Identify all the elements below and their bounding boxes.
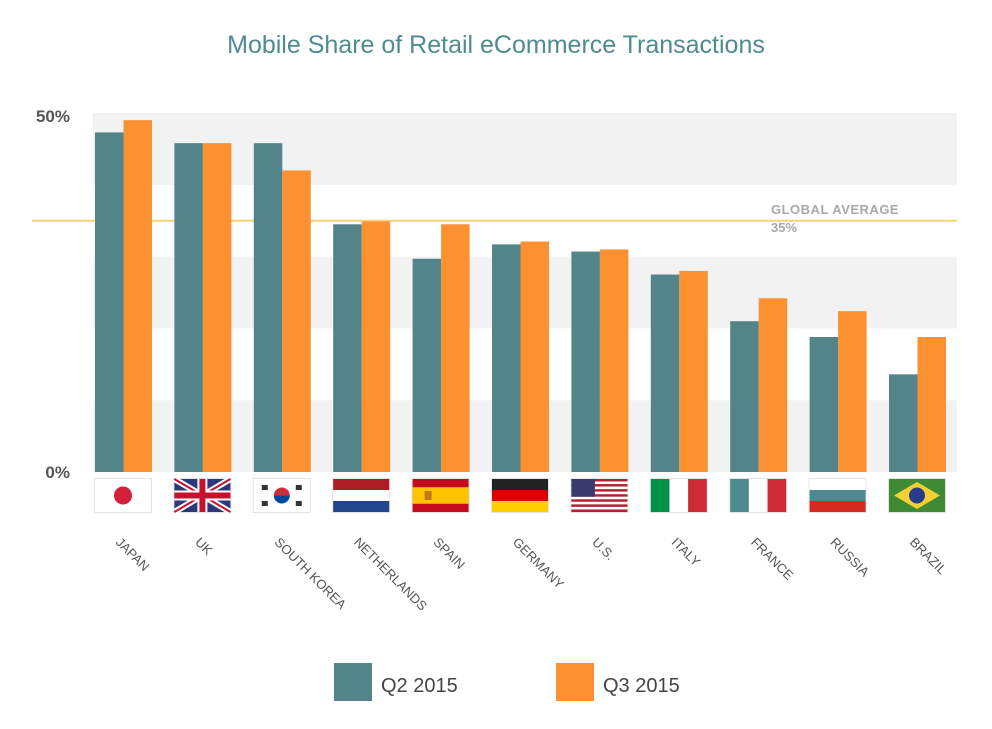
bar-q2-spain: [412, 258, 442, 472]
france-flag-icon: [729, 478, 788, 513]
brazil-flag-icon: [888, 478, 946, 513]
category-label-russia: RUSSIA: [827, 535, 872, 580]
legend-label-q2: Q2 2015: [381, 675, 458, 697]
bar-q2-netherlands: [333, 224, 362, 472]
bar-q2-brazil: [889, 374, 918, 472]
y-tick-label-50: 50%: [36, 107, 70, 126]
category-label-france: FRANCE: [748, 535, 797, 584]
netherlands-flag-icon: [332, 478, 391, 513]
bar-q3-russia: [838, 311, 867, 472]
uk-flag-icon: [172, 476, 232, 515]
bar-q2-france: [730, 321, 759, 472]
bar-q3-germany: [520, 241, 549, 472]
spain-flag-icon: [411, 478, 470, 513]
legend-swatch-q3: [556, 663, 594, 701]
category-label-us: U.S.: [589, 535, 617, 563]
japan-flag-icon: [94, 478, 152, 513]
bar-q3-italy: [679, 270, 708, 472]
legend-label-q3: Q3 2015: [603, 675, 680, 697]
category-label-uk: UK: [192, 535, 216, 559]
y-tick-label-0: 0%: [45, 463, 70, 482]
category-label-germany: GERMANY: [510, 535, 567, 592]
italy-flag-icon: [649, 478, 708, 513]
bar-q2-south-korea: [253, 143, 283, 472]
bar-q2-russia: [809, 337, 839, 472]
bar-q2-us: [571, 251, 600, 472]
bar-q2-italy: [650, 274, 680, 472]
category-label-italy: ITALY: [669, 535, 704, 570]
us-flag-icon: [570, 478, 629, 513]
bar-q3-france: [758, 298, 788, 472]
legend: Q2 2015 Q3 2015: [334, 663, 680, 701]
south-korea-flag-icon: [252, 478, 311, 513]
category-label-japan: JAPAN: [113, 535, 153, 575]
bar-q3-netherlands: [361, 221, 391, 472]
bar-q3-uk: [202, 143, 232, 472]
chart-title: Mobile Share of Retail eCommerce Transac…: [227, 31, 765, 59]
bar-q3-us: [599, 249, 629, 472]
reference-line-label: GLOBAL AVERAGE: [771, 202, 899, 217]
russia-flag-icon: [808, 478, 867, 513]
bar-q2-japan: [95, 132, 124, 473]
bar-q3-japan: [123, 120, 152, 473]
bar-q2-germany: [492, 244, 521, 472]
legend-swatch-q2: [334, 663, 372, 701]
category-label-spain: SPAIN: [430, 535, 468, 573]
germany-flag-icon: [491, 478, 549, 513]
bar-q3-spain: [441, 224, 470, 472]
grid-band: [93, 113, 957, 185]
category-label-brazil: BRAZIL: [907, 535, 950, 578]
category-label-netherlands: NETHERLANDS: [351, 535, 430, 614]
bar-q3-brazil: [917, 337, 946, 472]
bar-q3-south-korea: [282, 170, 311, 472]
reference-line-value: 35%: [771, 220, 797, 235]
category-label-south-korea: SOUTH KOREA: [272, 535, 350, 613]
bar-q2-uk: [174, 143, 203, 472]
